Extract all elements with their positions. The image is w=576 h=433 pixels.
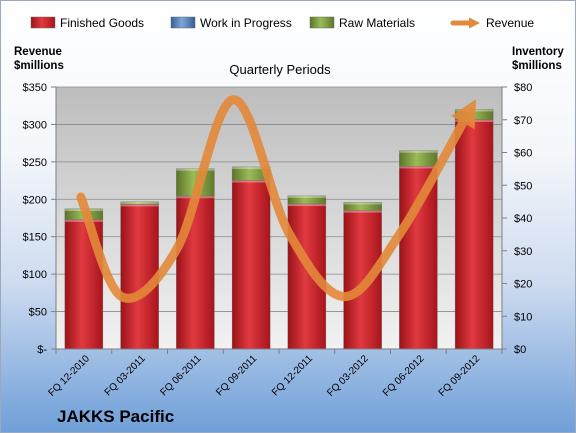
x-tick-label: FQ 06-2011 [159, 353, 204, 398]
right-axis-title: Inventory [512, 46, 564, 58]
finished-goods-bar [343, 210, 382, 350]
legend-arrow-icon [469, 17, 480, 29]
raw-materials-bar [287, 195, 327, 205]
finished-goods-bar [176, 195, 215, 350]
x-tick-label: FQ 09-2011 [214, 353, 259, 398]
raw-materials-bar-highlight [455, 109, 494, 112]
raw-materials-bar-highlight [120, 201, 159, 204]
x-tick-label: FQ 12-2010 [46, 353, 92, 399]
company-name: JAKKS Pacific [57, 407, 174, 426]
raw-materials-bar [120, 201, 159, 205]
finished-goods-bar [231, 180, 271, 350]
right-tick-label: $50 [514, 180, 532, 192]
finished-goods-bar-highlight [287, 203, 326, 207]
legend-swatch [30, 16, 56, 29]
finished-goods-bar-highlight [232, 180, 271, 183]
x-tick-label: FQ 06-2012 [381, 353, 427, 399]
left-axis-title: Revenue [14, 46, 62, 58]
right-tick-label: $0 [514, 344, 526, 356]
legend-label: Revenue [486, 16, 534, 30]
left-tick-label: $300 [23, 119, 47, 131]
right-tick-label: $20 [514, 279, 532, 291]
chart-title: Quarterly Periods [229, 62, 331, 77]
raw-materials-bar-highlight [232, 166, 271, 170]
left-tick-label: $250 [23, 157, 47, 169]
finished-goods-bar-highlight [399, 166, 438, 169]
raw-materials-bar-highlight [399, 150, 438, 153]
revenue-line [76, 95, 477, 303]
legend-swatch [170, 16, 196, 29]
right-tick-label: $30 [514, 246, 532, 258]
raw-materials-bar [343, 202, 382, 211]
left-tick-label: $150 [23, 232, 47, 244]
x-tick-label: FQ 03-2012 [325, 353, 371, 399]
raw-materials-bar-highlight [176, 168, 215, 171]
revenue-line-path [76, 95, 477, 303]
x-tick-label: FQ 12-2011 [270, 353, 315, 398]
legend-label: Work in Progress [200, 16, 292, 30]
raw-materials-bar [399, 150, 438, 167]
x-tick-label: FQ 09-2012 [437, 353, 483, 399]
legend-swatch [309, 16, 335, 29]
legend-label: Raw Materials [339, 16, 415, 30]
right-tick-label: $80 [514, 82, 532, 94]
right-axis-title: $millions [512, 60, 562, 72]
bars [64, 109, 494, 350]
finished-goods-bar-highlight [343, 210, 382, 213]
finished-goods-bar [399, 166, 438, 350]
raw-materials-bar-highlight [287, 195, 326, 198]
left-tick-label: $100 [23, 269, 47, 281]
right-tick-label: $60 [514, 148, 532, 160]
raw-materials-bar-highlight [343, 202, 382, 205]
left-tick-label: $200 [23, 194, 47, 206]
left-tick-label: $350 [23, 82, 47, 94]
left-tick-label: $50 [29, 307, 47, 319]
left-axis-title: $millions [14, 60, 64, 72]
right-tick-label: $40 [514, 213, 532, 225]
x-tick-label: FQ 03-2011 [103, 353, 148, 398]
legend: Finished Goods Work in Progress Raw Materi… [30, 16, 534, 30]
legend-label: Finished Goods [60, 16, 144, 30]
right-tick-label: $70 [514, 115, 532, 127]
right-tick-label: $10 [514, 311, 532, 323]
finished-goods-bar-highlight [120, 204, 159, 207]
finished-goods-bar [454, 119, 494, 350]
left-tick-label: $- [37, 344, 47, 356]
labels: Revenue $millions Inventory $millions Quarte… [14, 46, 564, 426]
